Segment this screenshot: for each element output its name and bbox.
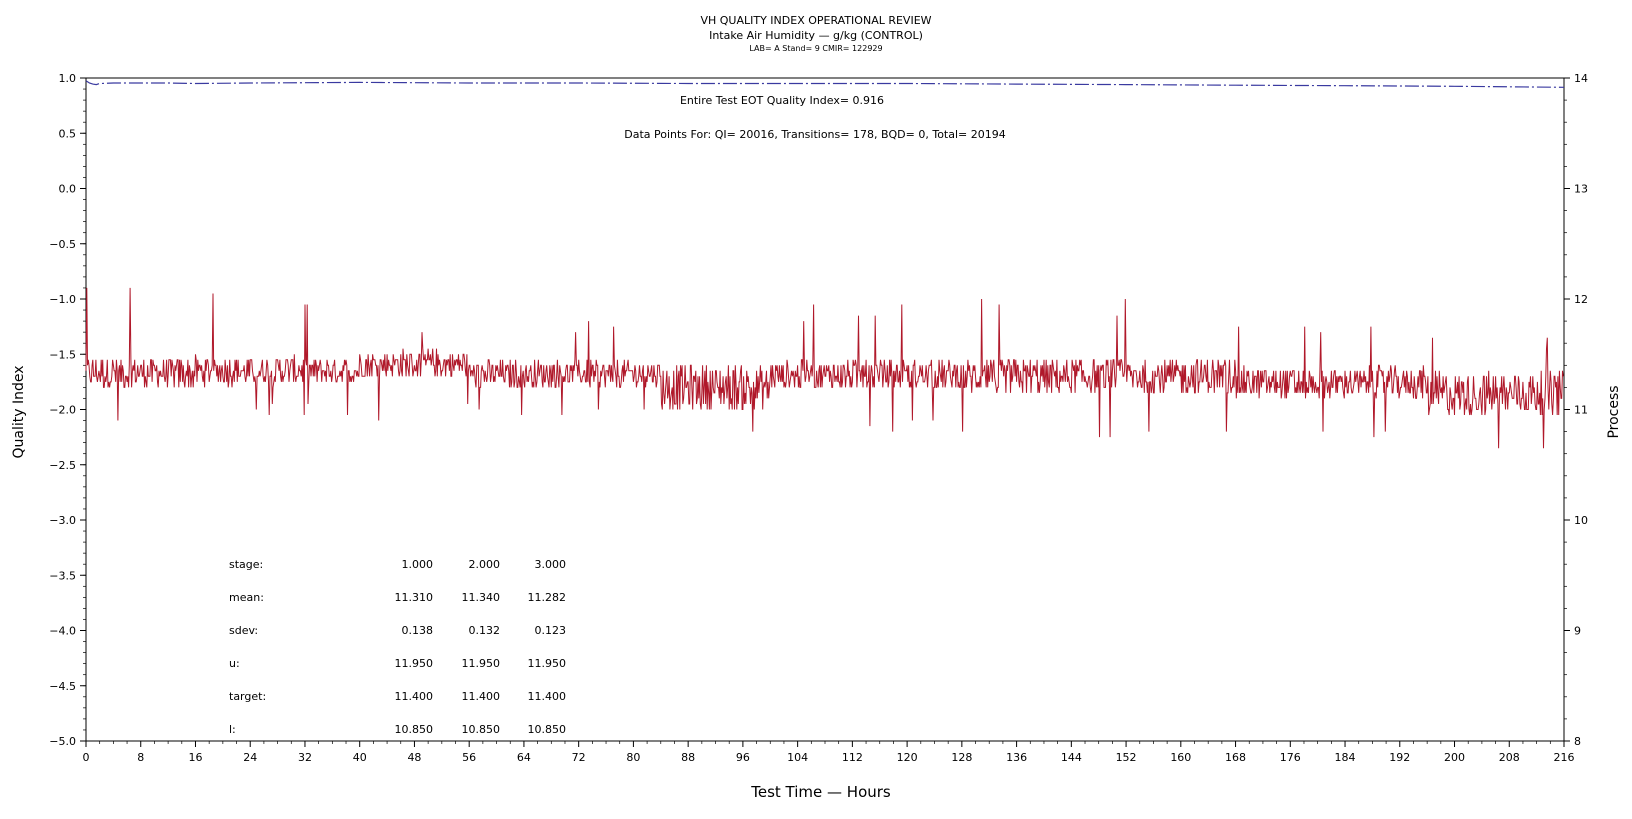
stats-cell-value: 11.950 <box>462 657 501 670</box>
stats-row-label: mean: <box>229 591 264 604</box>
x-tick-label: 192 <box>1389 751 1410 764</box>
x-tick-label: 120 <box>897 751 918 764</box>
x-tick-label: 168 <box>1225 751 1246 764</box>
bottom-axis: 0 8 16 24 32 40 48 56 64 72 80 88 96 104 112 120 128 136 1… <box>83 741 1575 764</box>
y-left-tick-label: −2.0 <box>49 404 76 417</box>
series-layer <box>85 80 1565 449</box>
x-tick-label: 152 <box>1116 751 1137 764</box>
y-right-tick-label: 10 <box>1574 514 1588 527</box>
chart-title: VH QUALITY INDEX OPERATIONAL REVIEW <box>700 14 932 27</box>
x-axis-label: Test Time — Hours <box>750 783 891 801</box>
x-tick-label: 48 <box>407 751 421 764</box>
y-right-tick-label: 12 <box>1574 293 1588 306</box>
stats-cell-value: 11.950 <box>395 657 434 670</box>
y-left-tick-label: −3.0 <box>49 514 76 527</box>
stats-cell-value: 1.000 <box>402 558 434 571</box>
x-tick-label: 24 <box>243 751 257 764</box>
y-right-tick-label: 11 <box>1574 404 1588 417</box>
x-tick-label: 216 <box>1554 751 1575 764</box>
x-tick-label: 200 <box>1444 751 1465 764</box>
stats-cell-value: 0.132 <box>469 624 501 637</box>
stats-cell-value: 3.000 <box>535 558 567 571</box>
process-line <box>85 287 1564 449</box>
x-tick-label: 208 <box>1499 751 1520 764</box>
stats-cell-value: 10.850 <box>395 723 434 736</box>
y-left-tick-label: 1.0 <box>59 72 77 85</box>
stats-cell-value: 11.400 <box>528 690 567 703</box>
x-tick-label: 160 <box>1170 751 1191 764</box>
stats-row-label: target: <box>229 690 266 703</box>
x-tick-label: 0 <box>83 751 90 764</box>
y-axis-label-left: Quality Index <box>11 365 27 458</box>
x-tick-label: 8 <box>137 751 144 764</box>
chart-subtitle-details: LAB= A Stand= 9 CMIR= 122929 <box>749 44 883 53</box>
x-tick-label: 128 <box>951 751 972 764</box>
stats-row-label: stage: <box>229 558 263 571</box>
stats-cell-value: 11.340 <box>462 591 501 604</box>
stats-cell-value: 10.850 <box>462 723 501 736</box>
x-tick-label: 184 <box>1335 751 1356 764</box>
x-tick-label: 40 <box>353 751 367 764</box>
plot-frame <box>85 77 1565 742</box>
x-tick-label: 80 <box>626 751 640 764</box>
y-left-tick-label: −1.0 <box>49 293 76 306</box>
x-tick-label: 88 <box>681 751 695 764</box>
left-axis: 1.0 0.5 0.0 −0.5 −1.0 −1.5 −2.0 −2.5 −3.0 −3.5 −4.… <box>49 72 86 748</box>
eot-quality-index-annotation: Entire Test EOT Quality Index= 0.916 <box>680 94 884 107</box>
y-left-tick-label: −0.5 <box>49 238 76 251</box>
stats-cell-value: 0.123 <box>535 624 567 637</box>
stats-row-label: sdev: <box>229 624 258 637</box>
y-right-tick-label: 8 <box>1574 735 1581 748</box>
y-right-tick-label: 14 <box>1574 72 1588 85</box>
stats-row-label: u: <box>229 657 240 670</box>
stats-row-label: l: <box>229 723 236 736</box>
x-tick-label: 96 <box>736 751 750 764</box>
x-tick-label: 136 <box>1006 751 1027 764</box>
y-axis-label-right: Process <box>1606 385 1622 438</box>
stats-cell-value: 11.282 <box>528 591 567 604</box>
y-left-tick-label: −3.5 <box>49 569 76 582</box>
x-tick-label: 32 <box>298 751 312 764</box>
y-left-tick-label: −2.5 <box>49 459 76 472</box>
x-tick-label: 144 <box>1061 751 1082 764</box>
x-tick-label: 104 <box>787 751 808 764</box>
stats-cell-value: 11.400 <box>395 690 434 703</box>
y-left-tick-label: −5.0 <box>49 735 76 748</box>
right-axis: 14 13 12 11 10 9 8 <box>1564 72 1588 748</box>
stats-cell-value: 10.850 <box>528 723 567 736</box>
x-tick-label: 56 <box>462 751 476 764</box>
stats-cell-value: 11.400 <box>462 690 501 703</box>
stats-cell-value: 11.310 <box>395 591 434 604</box>
x-tick-label: 16 <box>188 751 202 764</box>
plot-frame-layer <box>85 77 1565 742</box>
y-left-tick-label: 0.0 <box>59 183 77 196</box>
annotation-layer: Entire Test EOT Quality Index= 0.916 Dat… <box>624 94 1006 141</box>
stats-cell-value: 11.950 <box>528 657 567 670</box>
y-left-tick-label: −4.0 <box>49 625 76 638</box>
x-tick-label: 72 <box>572 751 586 764</box>
data-points-annotation: Data Points For: QI= 20016, Transitions=… <box>624 128 1006 141</box>
y-left-tick-label: 0.5 <box>59 127 77 140</box>
stats-table: stage: 1.000 2.000 3.000 mean: 11.310 11.340 11… <box>229 558 566 736</box>
stats-cell-value: 2.000 <box>469 558 501 571</box>
x-tick-label: 112 <box>842 751 863 764</box>
x-tick-label: 176 <box>1280 751 1301 764</box>
y-right-tick-label: 9 <box>1574 625 1581 638</box>
quality-index-line <box>85 80 1565 88</box>
chart-subtitle: Intake Air Humidity — g/kg (CONTROL) <box>709 29 923 42</box>
y-right-tick-label: 13 <box>1574 183 1588 196</box>
y-left-tick-label: −4.5 <box>49 680 76 693</box>
y-left-tick-label: −1.5 <box>49 348 76 361</box>
stats-cell-value: 0.138 <box>402 624 434 637</box>
axis-labels: Test Time — Hours Quality Index Process <box>11 365 1622 801</box>
x-tick-label: 64 <box>517 751 531 764</box>
